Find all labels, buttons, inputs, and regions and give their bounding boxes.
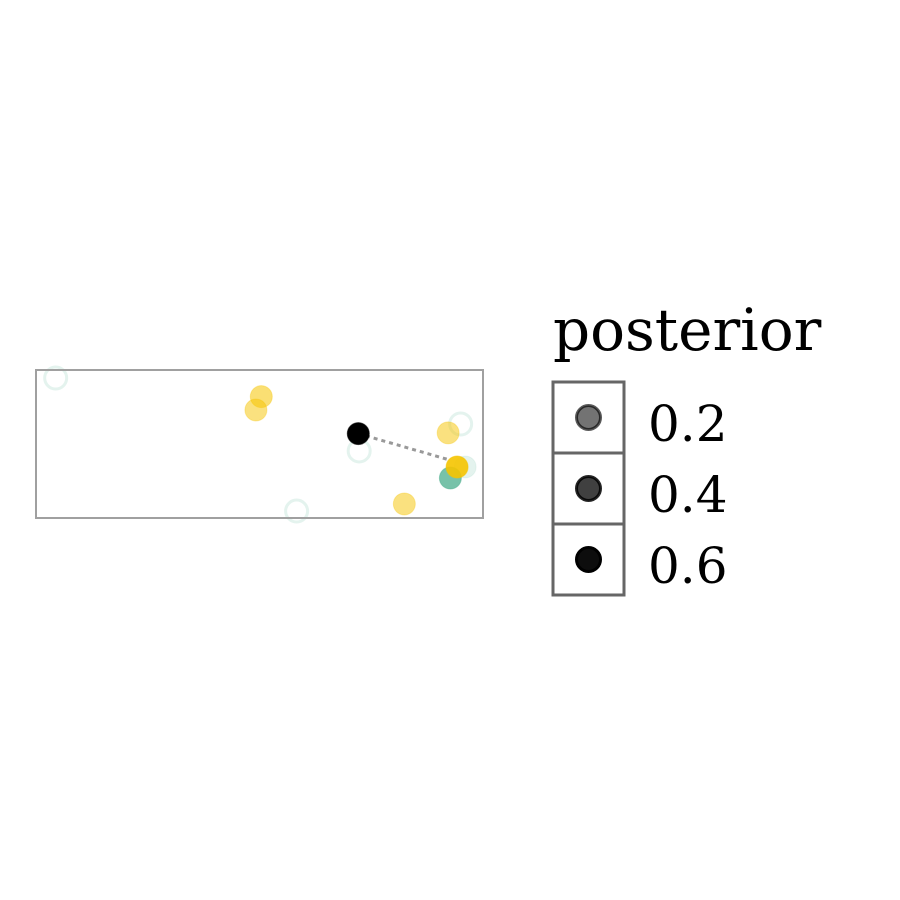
point-green-1 [43, 365, 69, 391]
point-black-1 [346, 422, 370, 446]
point-yellow-4 [392, 492, 416, 516]
legend-title: posterior [553, 296, 822, 364]
legend-key-symbol-2 [575, 475, 602, 502]
legend-key-symbol-3 [575, 546, 602, 573]
legend-label-0-4: 0.4 [648, 466, 728, 524]
point-yellow-3 [436, 421, 460, 445]
legend-key-symbol-1 [575, 404, 602, 431]
marks-layer [43, 365, 477, 524]
point-yellow-5 [445, 455, 469, 479]
legend-label-0-6: 0.6 [648, 537, 728, 595]
legend: posterior 0.2 0.4 0.6 [551, 296, 822, 597]
plot-panel-border [35, 369, 484, 519]
point-green-3 [284, 498, 310, 524]
legend-label-0-2: 0.2 [648, 395, 728, 453]
point-yellow-2 [244, 398, 268, 422]
legend-keys [551, 380, 626, 597]
